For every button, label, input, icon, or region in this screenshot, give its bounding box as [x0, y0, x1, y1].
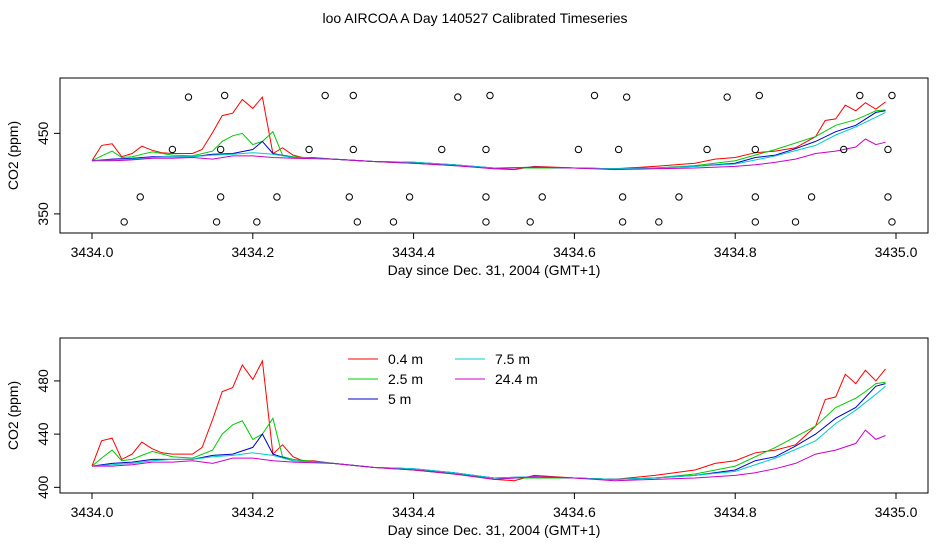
status-point: [655, 218, 663, 226]
series-line-5m: [91, 383, 886, 480]
x-tick-label: 3434.0: [71, 244, 114, 260]
status-point: [538, 193, 546, 201]
status-point: [438, 145, 446, 154]
status-point: [884, 193, 892, 201]
status-point: [212, 218, 221, 226]
x-tick-label: 3434.6: [553, 244, 596, 260]
status-point: [136, 193, 144, 201]
status-point: [216, 145, 225, 154]
status-point: [723, 93, 731, 101]
x-axis-label: Day since Dec. 31, 2004 (GMT+1): [388, 522, 601, 538]
status-point: [405, 193, 414, 201]
status-point: [751, 145, 759, 154]
status-point: [120, 218, 128, 226]
y-tick-label: 480: [35, 369, 51, 393]
x-tick-label: 3434.8: [714, 244, 757, 260]
status-point: [482, 193, 490, 201]
status-point: [349, 145, 357, 154]
status-point: [791, 218, 800, 226]
series-line-24-4m: [92, 429, 886, 482]
x-tick-label: 3434.6: [553, 504, 596, 520]
plot-frame: [59, 337, 929, 494]
status-point: [345, 193, 353, 201]
y-axis-label: CO2 (ppm): [5, 121, 21, 190]
status-point: [321, 91, 329, 100]
status-point: [482, 145, 490, 154]
status-point: [273, 193, 281, 201]
x-tick-label: 3434.8: [714, 504, 757, 520]
y-tick-label: 350: [35, 202, 51, 226]
status-point: [856, 91, 864, 100]
status-point: [840, 145, 848, 154]
y-axis-label: CO2 (ppm): [5, 381, 21, 450]
legend: 0.4 m 2.5 m 5 m 7.5 m 24.4 m: [348, 351, 538, 407]
x-tick-label: 3434.2: [231, 244, 274, 260]
x-tick-label: 3435.0: [875, 504, 918, 520]
series-line-2: [91, 109, 886, 170]
status-point: [486, 91, 494, 100]
y-tick-label: 440: [35, 422, 51, 446]
x-axis-label: Day since Dec. 31, 2004 (GMT+1): [388, 262, 601, 278]
status-point: [168, 145, 177, 154]
x-tick-label: 3435.0: [875, 244, 918, 260]
status-point: [703, 145, 711, 154]
status-point: [622, 93, 631, 101]
legend-label: 0.4 m: [388, 351, 423, 367]
x-tick-label: 3434.0: [71, 504, 114, 520]
x-tick-label: 3434.4: [392, 244, 435, 260]
status-point: [353, 218, 362, 226]
status-point: [526, 218, 534, 226]
panel-1: 3434.0 3434.2 3434.4 3434.6 3434.8 3435.0 Day …: [5, 77, 929, 278]
status-point: [618, 218, 627, 226]
y-tick-label: 450: [35, 121, 51, 145]
series-line-2-5m: [91, 381, 886, 480]
series-line-7-5m: [91, 385, 886, 480]
x-tick-label: 3434.2: [231, 504, 274, 520]
status-point: [888, 218, 896, 226]
status-point: [614, 145, 623, 154]
legend-label: 5 m: [388, 391, 411, 407]
status-point: [675, 193, 683, 201]
status-point: [305, 145, 313, 154]
status-point: [253, 218, 261, 226]
status-point: [755, 91, 764, 100]
status-point: [574, 145, 583, 154]
status-point: [454, 93, 462, 101]
status-point: [349, 91, 357, 100]
status-point: [389, 218, 398, 226]
series-line-4: [91, 111, 886, 170]
status-point: [888, 91, 896, 100]
series-line-5: [92, 138, 886, 171]
status-point: [751, 193, 759, 201]
status-point: [184, 93, 193, 101]
legend-label: 24.4 m: [495, 371, 538, 387]
status-point: [884, 145, 892, 154]
series-line-3: [91, 110, 886, 170]
y-tick-label: 400: [35, 475, 51, 499]
x-tick-label: 3434.4: [392, 504, 435, 520]
chart-title: loo AIRCOA A Day 140527 Calibrated Times…: [322, 10, 628, 26]
status-point: [618, 193, 627, 201]
status-point: [482, 218, 490, 226]
status-point: [216, 193, 225, 201]
panel-2: 3434.0 3434.2 3434.4 3434.6 3434.8 3435.0 Day …: [5, 337, 929, 538]
status-point: [220, 91, 229, 100]
status-point: [807, 193, 816, 201]
legend-label: 2.5 m: [388, 371, 423, 387]
status-point: [751, 218, 759, 226]
legend-label: 7.5 m: [495, 351, 530, 367]
status-point: [590, 91, 599, 100]
